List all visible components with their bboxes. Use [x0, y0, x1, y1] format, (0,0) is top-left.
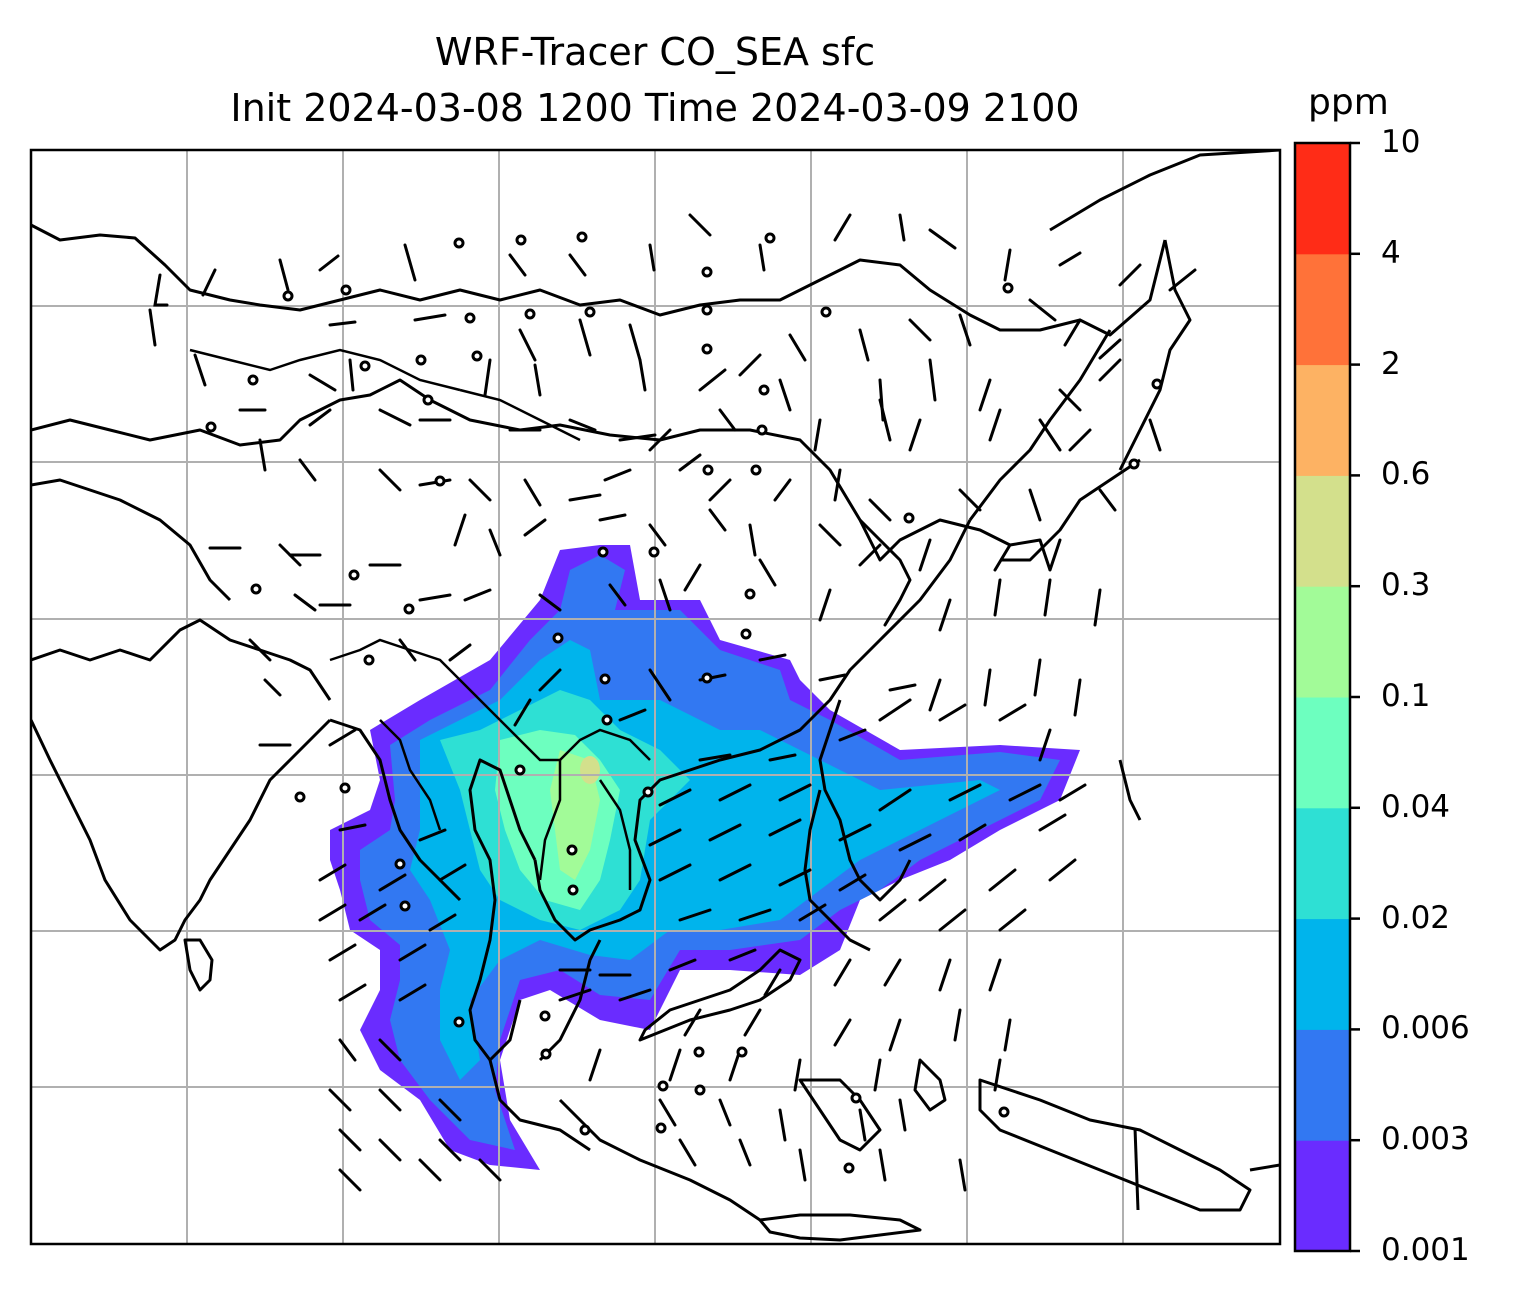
- colorbar-tick-label: 0.6: [1381, 456, 1431, 493]
- colorbar-segment: [1295, 918, 1350, 1030]
- colorbar-tick-label: 0.003: [1381, 1121, 1470, 1158]
- map-panel: [31, 150, 1280, 1244]
- map-border: [29, 148, 1282, 1246]
- colorbar-tick-label: 0.04: [1381, 788, 1451, 825]
- colorbar-tick-label: 0.02: [1381, 899, 1451, 936]
- map-title: WRF-Tracer CO_SEA sfc: [434, 30, 876, 74]
- colorbar-segment: [1295, 364, 1350, 476]
- colorbar-tick-label: 2: [1381, 345, 1401, 382]
- colorbar-tick-label: 4: [1381, 234, 1401, 271]
- calm-wind-markers: [205, 231, 1163, 1174]
- map-subtitle: Init 2024-03-08 1200 Time 2024-03-09 210…: [230, 86, 1080, 130]
- plume-level-7: [580, 756, 600, 784]
- colorbar-tick-label: 0.1: [1381, 678, 1431, 714]
- colorbar-segment: [1295, 586, 1350, 698]
- colorbar-unit-label: ppm: [1308, 82, 1389, 123]
- coastlines: [31, 150, 1280, 1242]
- colorbar-tick-label: 0.006: [1381, 1010, 1470, 1047]
- colorbar-tick-label: 0.3: [1381, 567, 1431, 604]
- colorbar-segment: [1295, 1029, 1350, 1141]
- country-borders: [189, 348, 651, 890]
- colorbar-tick-label: 0.001: [1381, 1232, 1470, 1268]
- colorbar-segment: [1295, 143, 1350, 255]
- colorbar-segment: [1295, 697, 1350, 809]
- colorbar-segment: [1295, 475, 1350, 587]
- colorbar-tick-label: 10: [1381, 124, 1421, 160]
- colorbar-segment: [1295, 807, 1350, 920]
- colorbar-segment: [1295, 253, 1350, 366]
- colorbar-segment: [1295, 1140, 1350, 1252]
- colorbar: [1293, 141, 1360, 1253]
